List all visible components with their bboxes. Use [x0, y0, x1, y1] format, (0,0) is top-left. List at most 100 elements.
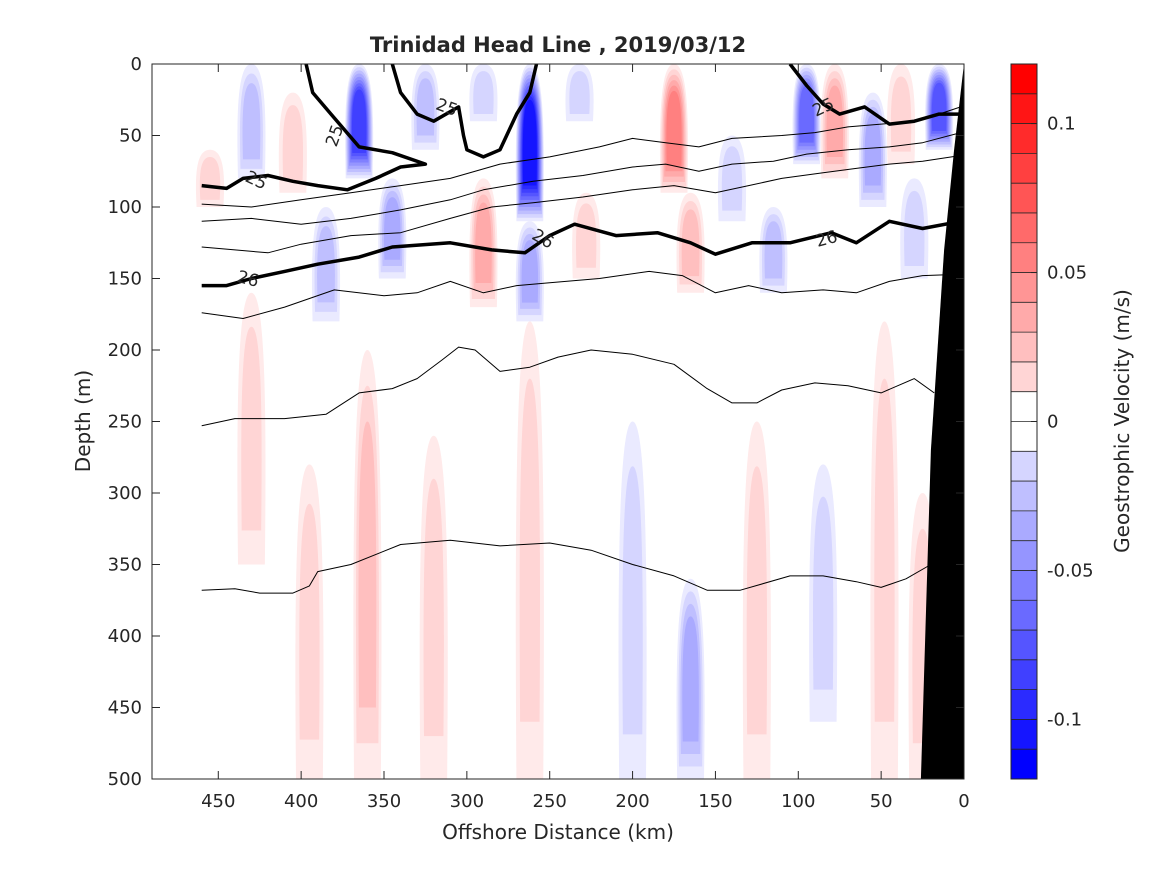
colorbar-cell	[1011, 302, 1037, 333]
colorbar-cell	[1011, 689, 1037, 720]
velocity-level	[575, 203, 597, 268]
velocity-level	[416, 78, 435, 136]
velocity-band	[353, 350, 382, 779]
colorbar: 0.1 0.05 0 -0.05 -0.1	[1010, 63, 1094, 780]
velocity-level	[423, 478, 444, 737]
velocity-level	[351, 89, 367, 153]
x-tick-label: 400	[284, 791, 318, 812]
velocity-level	[874, 378, 895, 722]
seafloor	[920, 64, 964, 779]
colorbar-cell	[1011, 153, 1037, 184]
velocity-band	[572, 192, 601, 279]
y-tick-label: 500	[108, 769, 142, 790]
colorbar-cell	[1011, 451, 1037, 482]
velocity-band	[515, 321, 544, 779]
colorbar-cell	[1011, 600, 1037, 631]
velocity-band	[717, 135, 747, 222]
y-tick-label: 400	[108, 626, 142, 647]
velocity-level	[199, 156, 221, 200]
y-tick-label: 300	[108, 483, 142, 504]
velocity-band	[809, 464, 838, 722]
velocity-level	[242, 83, 261, 160]
velocity-band	[419, 435, 448, 779]
velocity-band	[565, 64, 594, 122]
colorbar-cell	[1011, 421, 1037, 452]
colorbar-tick-label: 0	[1047, 412, 1058, 433]
colorbar-cell	[1011, 93, 1037, 125]
chart-title: Trinidad Head Line , 2019/03/12	[370, 33, 746, 57]
velocity-band	[618, 421, 647, 779]
x-axis-label: Offshore Distance (km)	[442, 820, 674, 844]
velocity-band	[759, 207, 788, 293]
velocity-level	[241, 326, 262, 531]
velocity-level	[812, 496, 834, 690]
velocity-level	[682, 616, 699, 742]
velocity-level	[521, 240, 539, 303]
y-tick-label: 450	[108, 698, 142, 719]
contour-line	[201, 155, 961, 254]
velocity-band	[411, 64, 440, 150]
colorbar-cell	[1011, 391, 1037, 422]
velocity-level	[473, 71, 494, 115]
x-axis: 450 400 350 300 250 200 150 100 50 0	[201, 64, 970, 812]
x-tick-label: 450	[201, 791, 235, 812]
colorbar-cell	[1011, 540, 1037, 571]
velocity-level	[569, 71, 590, 115]
velocity-level	[666, 90, 682, 166]
velocity-level	[282, 105, 304, 181]
colorbar-cell	[1011, 719, 1037, 750]
colorbar-cell	[1011, 272, 1037, 303]
velocity-band	[925, 64, 954, 150]
velocity-band	[659, 64, 689, 193]
velocity-band	[469, 64, 498, 122]
colorbar-cell	[1011, 123, 1037, 154]
contour-line	[201, 539, 932, 594]
velocity-level	[299, 503, 320, 740]
contour-line	[201, 270, 961, 319]
velocity-level	[746, 466, 768, 735]
colorbar-label: Geostrophic Velocity (m/s)	[1110, 289, 1134, 553]
velocity-level	[522, 99, 537, 186]
y-tick-label: 100	[108, 197, 142, 218]
velocity-band	[676, 578, 705, 779]
velocity-band	[858, 92, 887, 207]
velocity-level	[721, 146, 743, 211]
velocity-band	[295, 464, 324, 779]
velocity-band	[345, 64, 374, 179]
contour-line-25	[390, 64, 539, 159]
velocity-level	[764, 221, 783, 279]
velocity-level	[931, 82, 947, 132]
colorbar-cell	[1011, 481, 1037, 512]
velocity-level	[622, 466, 643, 735]
x-tick-label: 150	[698, 791, 732, 812]
x-tick-label: 0	[958, 791, 969, 812]
colorbar-cell	[1011, 183, 1037, 214]
x-tick-label: 200	[615, 791, 649, 812]
velocity-band	[237, 292, 266, 565]
colorbar-cell	[1011, 242, 1037, 274]
y-tick-label: 50	[119, 126, 142, 147]
velocity-band	[870, 321, 899, 779]
velocity-level	[890, 76, 912, 152]
velocity-level	[358, 421, 377, 708]
x-tick-label: 50	[870, 791, 893, 812]
x-tick-label: 250	[533, 791, 567, 812]
velocity-band	[742, 421, 771, 779]
y-tick-label: 200	[108, 340, 142, 361]
colorbar-cell	[1011, 659, 1037, 691]
x-tick-label: 350	[367, 791, 401, 812]
velocity-band	[820, 64, 849, 179]
colorbar-tick-label: 0.1	[1047, 114, 1076, 135]
velocity-level	[864, 114, 882, 186]
contour-line-26	[201, 219, 962, 288]
y-axis-label: Depth (m)	[71, 370, 95, 472]
y-tick-label: 150	[108, 269, 142, 290]
colorbar-cell	[1011, 510, 1037, 542]
velocity-band	[886, 64, 916, 165]
velocity-band	[237, 64, 266, 179]
bathymetry	[920, 64, 964, 779]
velocity-band	[378, 178, 407, 279]
velocity-band	[195, 149, 225, 207]
density-contours	[201, 64, 962, 594]
velocity-level	[475, 202, 492, 283]
